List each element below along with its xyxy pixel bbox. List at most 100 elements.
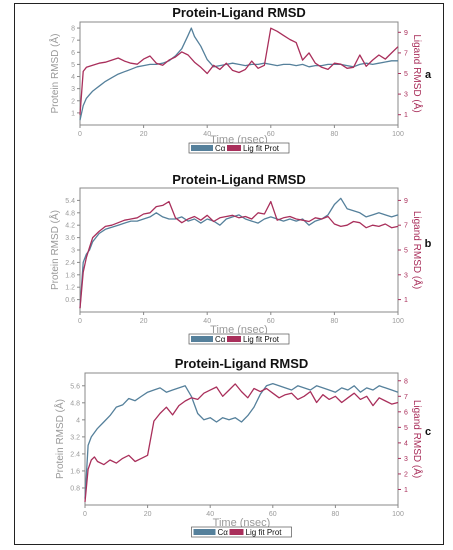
series-line-lig-fit-prot: [79, 27, 399, 115]
y2-tick-label: 5: [404, 248, 408, 255]
y-axis-label: Protein RMSD (Å): [48, 33, 61, 113]
legend-swatch-lig: [227, 336, 241, 342]
chart-title: Protein-Ligand RMSD: [172, 172, 306, 187]
x-tick-label: 20: [144, 511, 152, 518]
y2-tick-label: 1: [404, 487, 408, 494]
legend-label-lig: Lig fit Prot: [243, 144, 280, 153]
x-tick-label: 100: [392, 511, 404, 518]
chart-title: Protein-Ligand RMSD: [172, 5, 306, 20]
legend-swatch-lig: [227, 145, 241, 151]
y2-tick-label: 8: [404, 378, 408, 385]
y-tick-label: 1.2: [65, 285, 75, 292]
y-tick-label: 1.8: [65, 272, 75, 279]
figure-frame: [14, 3, 444, 545]
x-axis-label: Time (nsec): [213, 517, 271, 529]
y-tick-label: 1: [71, 110, 75, 117]
y-axis-label: Protein RMSD (Å): [48, 210, 61, 290]
x-tick-label: 20: [140, 318, 148, 325]
y-tick-label: 2.4: [70, 451, 80, 458]
y2-tick-label: 9: [404, 30, 408, 37]
plot-area: [79, 21, 399, 126]
y-tick-label: 3: [71, 248, 75, 255]
y2-tick-label: 1: [404, 112, 408, 119]
panel-label: c: [425, 426, 431, 438]
legend-label-ca: Cα: [215, 335, 226, 344]
x-tick-label: 0: [78, 131, 82, 138]
legend-swatch-ca: [193, 529, 216, 535]
x-tick-label: 80: [331, 318, 339, 325]
y2-tick-label: 4: [404, 440, 408, 447]
series-line-lig-fit-prot: [79, 200, 399, 309]
x-tick-label: 60: [267, 318, 275, 325]
y2-axis-label: Ligand RMSD (Å): [411, 400, 424, 478]
y2-axis-label: Ligand RMSD (Å): [411, 34, 424, 112]
y2-tick-label: 1: [404, 297, 408, 304]
y-tick-label: 7: [71, 38, 75, 45]
y2-tick-label: 9: [404, 198, 408, 205]
y-tick-label: 4.8: [65, 210, 75, 217]
y-tick-label: 2.4: [65, 260, 75, 267]
x-tick-label: 0: [83, 511, 87, 518]
series-line-ca: [84, 382, 399, 499]
legend-swatch-ca: [191, 145, 213, 151]
y2-tick-label: 7: [404, 394, 408, 401]
series-line-ca: [79, 197, 399, 308]
legend-label-lig: Lig fit Prot: [243, 335, 280, 344]
y-tick-label: 5: [71, 62, 75, 69]
y-tick-label: 4: [76, 417, 80, 424]
y-tick-label: 4.2: [65, 223, 75, 230]
y2-tick-label: 5: [404, 425, 408, 432]
y2-axis-label: Ligand RMSD (Å): [411, 211, 424, 289]
legend-label-ca: Cα: [215, 144, 226, 153]
series-line-lig-fit-prot: [84, 383, 399, 502]
y-tick-label: 8: [71, 26, 75, 33]
x-tick-label: 40: [203, 131, 211, 138]
chart-title: Protein-Ligand RMSD: [175, 356, 309, 371]
y-tick-label: 3.2: [70, 434, 80, 441]
y-tick-label: 4: [71, 74, 75, 81]
x-tick-label: 0: [78, 318, 82, 325]
x-tick-label: 100: [392, 318, 404, 325]
y-tick-label: 4.8: [70, 400, 80, 407]
legend-label-lig: Lig fit Prot: [246, 528, 283, 537]
y2-tick-label: 5: [404, 71, 408, 78]
x-tick-label: 80: [332, 511, 340, 518]
x-tick-label: 60: [269, 511, 277, 518]
y2-tick-label: 2: [404, 471, 408, 478]
y-tick-label: 3.6: [65, 235, 75, 242]
rmsd-panel-c: Protein-Ligand RMSD 0 20 40 60 80 100 0.8 1.6 2.4…: [53, 356, 431, 538]
panel-label: b: [425, 238, 432, 250]
y-tick-label: 0.6: [65, 297, 75, 304]
y2-tick-label: 3: [404, 92, 408, 99]
y2-tick-label: 3: [404, 272, 408, 279]
x-tick-label: 80: [331, 131, 339, 138]
legend-swatch-ca: [191, 336, 213, 342]
x-tick-label: 40: [203, 318, 211, 325]
y2-tick-label: 7: [404, 223, 408, 230]
rmsd-panel-a: Protein-Ligand RMSD 0 20 40 60 80 100 1 2 3 4 5 6 7 8 1…: [48, 5, 432, 154]
legend-label-ca: Cα: [218, 528, 229, 537]
y2-tick-label: 7: [404, 50, 408, 57]
y-tick-label: 5.6: [70, 383, 80, 390]
y-tick-label: 6: [71, 50, 75, 57]
x-tick-label: 100: [392, 131, 404, 138]
legend-swatch-lig: [229, 529, 244, 535]
y-tick-label: 5.4: [65, 198, 75, 205]
y-tick-label: 3: [71, 86, 75, 93]
series-line-ca: [79, 27, 398, 121]
x-tick-label: 60: [267, 131, 275, 138]
x-tick-label: 20: [140, 131, 148, 138]
x-axis-label: Time (nsec): [210, 324, 268, 336]
rmsd-panel-b: Protein-Ligand RMSD 0 20 40 60 80 100 0.6 1.2 1.8…: [48, 172, 432, 345]
plot-area: [79, 187, 399, 313]
y-axis-label: Protein RMSD (Å): [53, 399, 66, 479]
y2-tick-label: 3: [404, 456, 408, 463]
y-tick-label: 1.6: [70, 468, 80, 475]
y2-tick-label: 6: [404, 409, 408, 416]
plot-area: [84, 372, 399, 506]
panel-label: a: [425, 69, 432, 81]
y-tick-label: 0.8: [70, 485, 80, 492]
y-tick-label: 2: [71, 98, 75, 105]
x-tick-label: 40: [206, 511, 214, 518]
